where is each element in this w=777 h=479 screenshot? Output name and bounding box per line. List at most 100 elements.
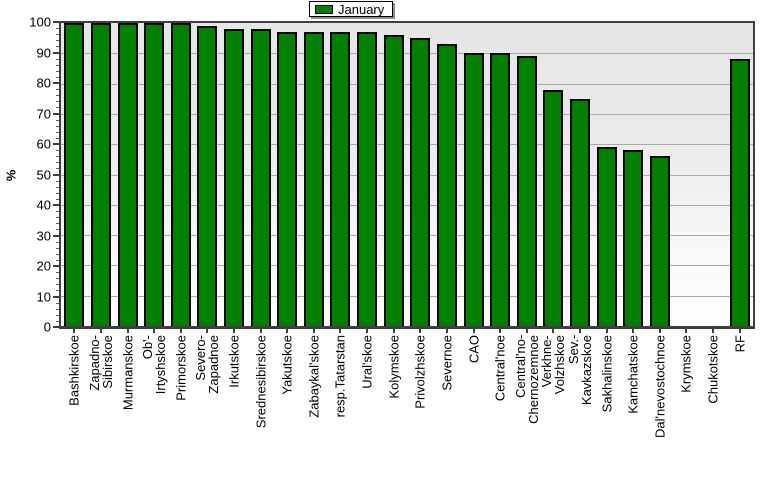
bar	[596, 147, 617, 326]
gridline	[61, 205, 753, 206]
y-tick-label: 20	[36, 258, 51, 274]
y-minor-tick	[56, 211, 59, 213]
y-tick-label: 30	[36, 228, 51, 243]
x-tick	[685, 329, 688, 333]
x-axis-label-text: Bashkirskoe	[66, 335, 82, 406]
bar	[250, 29, 271, 326]
y-minor-tick	[56, 198, 59, 200]
y-minor-tick	[56, 95, 59, 97]
x-axis-label: Dal'nevostochnoe	[652, 335, 667, 438]
y-minor-tick	[56, 186, 59, 188]
y-minor-tick	[56, 40, 59, 42]
y-minor-tick	[56, 137, 59, 139]
y-major-tick	[53, 21, 59, 23]
bar	[277, 32, 298, 326]
y-tick-label: 70	[36, 106, 51, 121]
y-tick-label: 0	[43, 319, 51, 335]
x-axis-label: Zabaykal'skoe	[306, 335, 321, 418]
x-axis-label-text: Srednesibirskoe	[253, 335, 269, 429]
x-axis-label: Irkutskoe	[227, 335, 242, 388]
x-axis-label-text: CAO	[466, 335, 482, 364]
x-axis-label: resp.Tatarstan	[332, 335, 348, 418]
y-minor-tick	[56, 284, 59, 286]
x-axis-label: Sakhalinskoe	[599, 335, 614, 412]
y-tick-label: 40	[36, 197, 51, 213]
y-minor-tick	[56, 89, 59, 91]
x-tick	[73, 329, 76, 333]
y-tick-label: 60	[36, 136, 51, 152]
x-axis-label: Verkhne- Volzhskoe	[539, 335, 567, 394]
bar	[170, 23, 191, 326]
bar	[357, 32, 378, 326]
x-axis-label: Severo- Zapadnoe	[193, 335, 221, 394]
y-minor-tick	[56, 253, 59, 255]
gridline	[61, 53, 753, 54]
plot-area	[59, 21, 755, 329]
x-axis-label: Kamchatskoe	[626, 335, 641, 414]
y-minor-tick	[56, 107, 59, 109]
y-minor-tick	[56, 278, 59, 280]
bar	[649, 156, 670, 326]
bar	[623, 150, 644, 326]
x-tick	[392, 329, 395, 333]
bar	[90, 23, 111, 326]
y-major-tick	[53, 143, 59, 145]
y-tick-label: 50	[36, 167, 51, 182]
y-major-tick	[53, 265, 59, 267]
y-minor-tick	[56, 259, 59, 261]
x-axis-label-text: resp.Tatarstan	[332, 335, 348, 418]
y-minor-tick	[56, 241, 59, 243]
x-axis-label-text: Privolzhskoe	[412, 335, 428, 409]
x-tick	[525, 329, 528, 333]
x-tick	[339, 329, 342, 333]
bar	[516, 56, 537, 326]
x-axis-label-text: RF	[732, 335, 748, 353]
x-tick	[233, 329, 235, 333]
y-minor-tick	[56, 150, 59, 152]
y-major-tick	[53, 51, 59, 54]
gridline	[61, 296, 753, 297]
y-minor-tick	[56, 192, 59, 194]
x-axis-label: Murmanskoe	[120, 335, 136, 411]
x-axis-label-text: Ural'skoe	[359, 335, 375, 389]
x-axis-label: RF	[732, 335, 748, 353]
gridline	[61, 114, 753, 115]
x-axis-label-text: Krymskoe	[678, 335, 694, 393]
x-tick	[658, 329, 661, 333]
y-minor-tick	[56, 46, 59, 48]
y-major-tick	[53, 112, 59, 115]
x-tick	[605, 329, 608, 333]
legend-label: January	[338, 1, 385, 17]
y-minor-tick	[56, 168, 59, 170]
x-axis-label-text: Murmanskoe	[120, 335, 136, 411]
y-major-tick	[53, 234, 59, 237]
x-tick	[579, 329, 581, 333]
y-major-tick	[53, 173, 59, 176]
x-tick	[419, 329, 422, 333]
x-axis-label-text: Yakutskoe	[279, 335, 295, 395]
y-minor-tick	[56, 131, 59, 133]
bar	[64, 23, 85, 326]
bar	[197, 26, 218, 326]
x-tick	[286, 329, 289, 333]
x-axis-label: Krymskoe	[678, 335, 694, 393]
y-minor-tick	[56, 28, 59, 30]
x-tick	[499, 329, 502, 333]
y-tick-label: 90	[36, 45, 51, 60]
y-major-tick	[53, 204, 59, 206]
y-major-tick	[53, 295, 59, 298]
y-minor-tick	[56, 162, 59, 164]
x-tick	[738, 329, 741, 333]
bar	[463, 53, 484, 326]
x-axis-label: Yakutskoe	[279, 335, 295, 395]
y-tick-label: 80	[36, 75, 51, 91]
y-minor-tick	[56, 302, 59, 304]
bar	[729, 59, 750, 326]
gridline	[61, 144, 753, 145]
bar	[303, 32, 324, 326]
y-minor-tick	[56, 180, 59, 182]
bar	[383, 35, 404, 326]
y-tick-label: 10	[36, 289, 51, 304]
x-tick	[179, 329, 182, 333]
